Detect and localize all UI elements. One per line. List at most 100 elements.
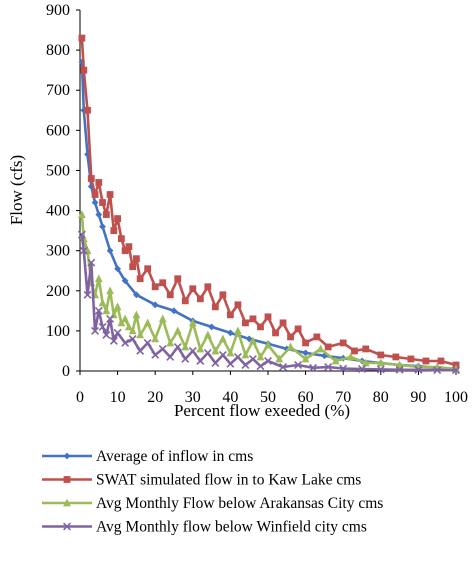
legend-item: SWAT simulated flow in to Kaw Lake cms [42,472,361,489]
data-point [245,335,253,343]
data-point [114,265,121,273]
data-point [351,347,358,355]
data-point [218,334,227,343]
data-point [99,199,106,206]
data-point [106,314,115,323]
y-tick-label: 100 [46,323,70,340]
data-point [151,283,159,291]
data-point [114,215,121,222]
data-point [78,58,86,66]
data-point [95,211,103,218]
data-point [106,191,114,198]
data-point [181,355,190,363]
x-tick-label: 30 [185,389,201,406]
data-point [358,365,366,373]
data-point [158,344,167,353]
series-3 [77,210,460,373]
x-tick-label: 10 [110,389,126,406]
data-point [452,366,460,375]
x-tick-label: 50 [260,389,276,406]
data-point [204,283,212,291]
data-point [219,291,227,299]
data-point [174,275,182,283]
data-point [407,355,415,363]
series-2 [78,34,460,369]
data-point [78,34,86,42]
data-point [301,354,310,363]
data-point [159,279,167,287]
legend-item: Average of inflow in cms [42,448,253,465]
data-point [248,355,257,363]
data-point [80,66,88,74]
data-point [132,310,141,319]
data-point [144,265,152,273]
legend-swatch-marker [63,498,71,507]
data-point [124,322,133,331]
data-point [324,343,332,351]
series-layer [77,34,460,375]
data-point [133,291,140,299]
data-point [129,263,137,271]
data-point [309,363,318,372]
data-point [84,106,91,114]
data-point [173,342,182,351]
data-point [87,258,96,267]
y-axis-title-group: Flow (cfs) [7,155,26,225]
x-tick-label: 80 [373,389,389,406]
data-point [208,323,215,331]
data-point [189,285,197,293]
data-point [264,357,272,365]
legend-label: Average of inflow in cms [96,448,253,465]
data-point [91,326,100,335]
data-point [188,346,197,355]
y-tick-label: 200 [46,283,70,300]
data-point [121,338,130,347]
data-point [94,274,103,283]
data-point [109,336,118,345]
data-point [102,306,111,315]
data-point [133,255,140,263]
data-point [376,358,385,367]
x-axis-title: Percent flow exeeded (%) [174,401,350,420]
data-point [294,325,302,333]
data-point [102,330,111,339]
data-point [422,357,430,365]
data-point [264,313,272,321]
data-point [241,361,250,369]
data-point [79,246,88,255]
series-4 [77,230,460,375]
data-point [166,291,174,299]
data-point [98,322,107,331]
data-point [128,326,137,335]
data-point [234,326,242,335]
data-point [414,365,423,374]
data-point [136,346,145,355]
y-tick-label: 600 [46,122,70,139]
data-point [256,352,265,361]
x-tick-label: 60 [298,389,314,406]
data-point [181,297,189,305]
data-point [203,348,212,357]
data-point [272,329,279,337]
data-point [211,346,220,355]
data-point [286,342,295,351]
data-point [377,351,385,359]
data-point [264,340,272,349]
data-point [121,247,129,255]
y-tick-label: 800 [46,42,70,59]
data-point [279,363,288,371]
data-point [196,357,205,365]
data-point [339,339,347,347]
data-point [143,318,152,327]
data-point [170,307,178,315]
data-point [136,330,145,339]
x-tick-label: 70 [335,389,351,406]
data-point [121,314,130,323]
data-point [117,318,126,327]
data-point [166,338,175,347]
data-point [226,359,235,368]
y-tick-label: 500 [46,162,70,179]
data-point [324,363,333,371]
data-point [256,362,265,371]
data-point [77,210,86,218]
